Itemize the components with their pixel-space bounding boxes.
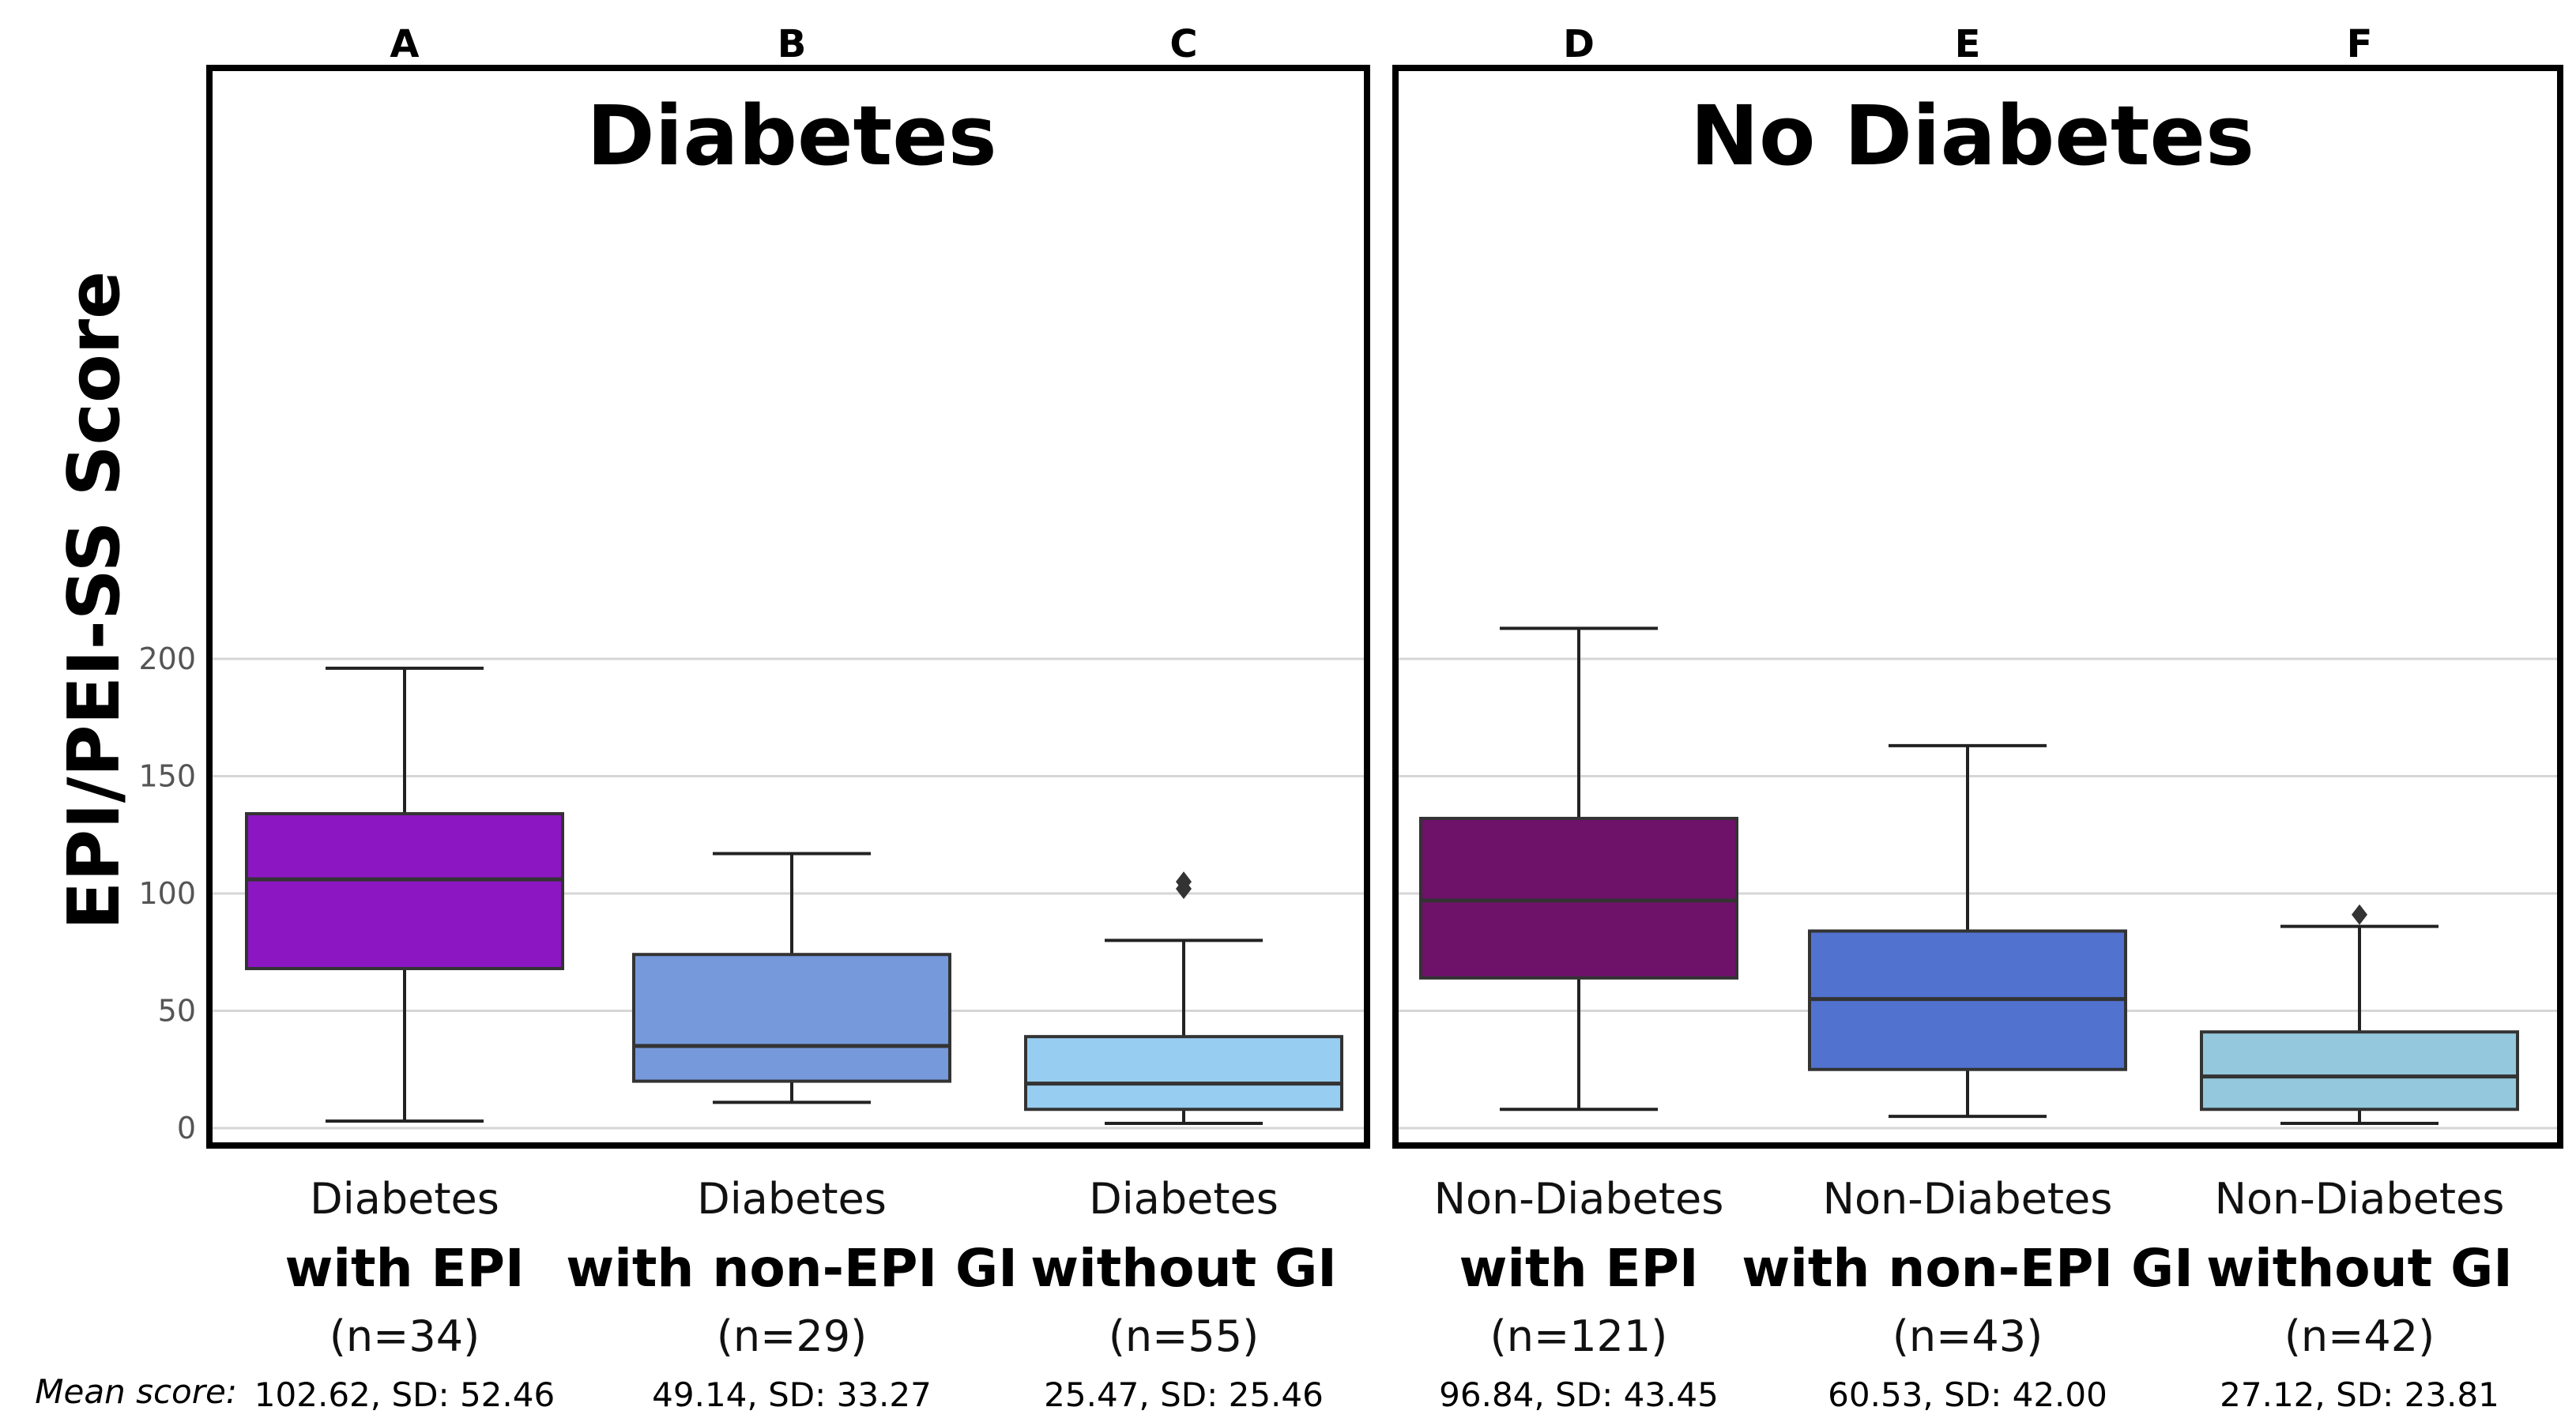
box-group-d [1419, 626, 1738, 1112]
mean-sd-label: 27.12, SD: 23.81 [2220, 1375, 2499, 1414]
sample-size-label: (n=55) [1109, 1311, 1259, 1361]
category-label-line1: Diabetes [697, 1174, 887, 1224]
box-iqr [632, 953, 951, 1083]
group-letter: E [1955, 22, 1981, 66]
category-label-line2: with non-EPI GI [566, 1238, 1018, 1299]
category-label-line2: with EPI [1459, 1238, 1698, 1299]
mean-sd-label: 96.84, SD: 43.45 [1439, 1375, 1719, 1414]
box-group-e [1808, 743, 2127, 1119]
panel-frame [206, 65, 1370, 1149]
category-label-line1: Diabetes [1089, 1174, 1279, 1224]
mean-sd-label: 60.53, SD: 42.00 [1828, 1375, 2107, 1414]
y-tick-label: 0 [177, 1111, 196, 1146]
sample-size-label: (n=42) [2284, 1311, 2435, 1361]
mean-sd-label: 102.62, SD: 52.46 [254, 1375, 555, 1414]
box-group-b [632, 852, 951, 1104]
panel-frame [1392, 65, 2563, 1149]
y-axis-label: EPI/PEI-SS Score [53, 271, 136, 930]
category-label-line1: Non-Diabetes [1823, 1174, 2113, 1224]
box-iqr [1419, 816, 1738, 980]
panel-title: No Diabetes [1690, 88, 2254, 184]
category-label-line1: Diabetes [310, 1174, 499, 1224]
category-label-line2: without GI [2206, 1238, 2513, 1299]
group-letter: A [390, 22, 419, 66]
box-iqr [1024, 1035, 1343, 1112]
y-tick-label: 50 [158, 994, 196, 1029]
group-letter: D [1563, 22, 1595, 66]
box-iqr [245, 812, 564, 971]
outlier-point [2352, 904, 2367, 925]
y-tick-label: 100 [138, 876, 196, 911]
sample-size-label: (n=34) [330, 1311, 480, 1361]
box-iqr [2200, 1030, 2519, 1112]
box-group-c [1024, 871, 1343, 1126]
category-labels: A Diabetes with EPI (n=34) 102.62, SD: 52.46… [35, 22, 2513, 1414]
panel-title: Diabetes [586, 88, 996, 184]
panel-frames: Diabetes No Diabetes [206, 65, 2563, 1149]
category-label-line2: without GI [1030, 1238, 1337, 1299]
category-label-line1: Non-Diabetes [1434, 1174, 1724, 1224]
category-label-line1: Non-Diabetes [2215, 1174, 2505, 1224]
sample-size-label: (n=121) [1490, 1311, 1668, 1361]
y-tick-label: 200 [138, 641, 196, 676]
mean-sd-label: 49.14, SD: 33.27 [652, 1375, 932, 1414]
outlier-point [1176, 871, 1192, 893]
y-tick-label: 150 [138, 759, 196, 794]
sample-size-label: (n=29) [717, 1311, 867, 1361]
mean-score-prefix: Mean score: [35, 1372, 237, 1411]
category-label-line2: with EPI [284, 1238, 524, 1299]
y-axis-ticks: 0 50 100 150 200 [138, 641, 196, 1146]
sample-size-label: (n=43) [1892, 1311, 2043, 1361]
box-group-a [245, 666, 564, 1123]
category-label-line2: with non-EPI GI [1742, 1238, 2194, 1299]
mean-sd-label: 25.47, SD: 25.46 [1044, 1375, 1324, 1414]
box-series [245, 626, 2519, 1126]
group-letter: F [2347, 22, 2373, 66]
box-group-f [2200, 904, 2519, 1126]
group-letter: C [1169, 22, 1197, 66]
group-letter: B [778, 22, 807, 66]
